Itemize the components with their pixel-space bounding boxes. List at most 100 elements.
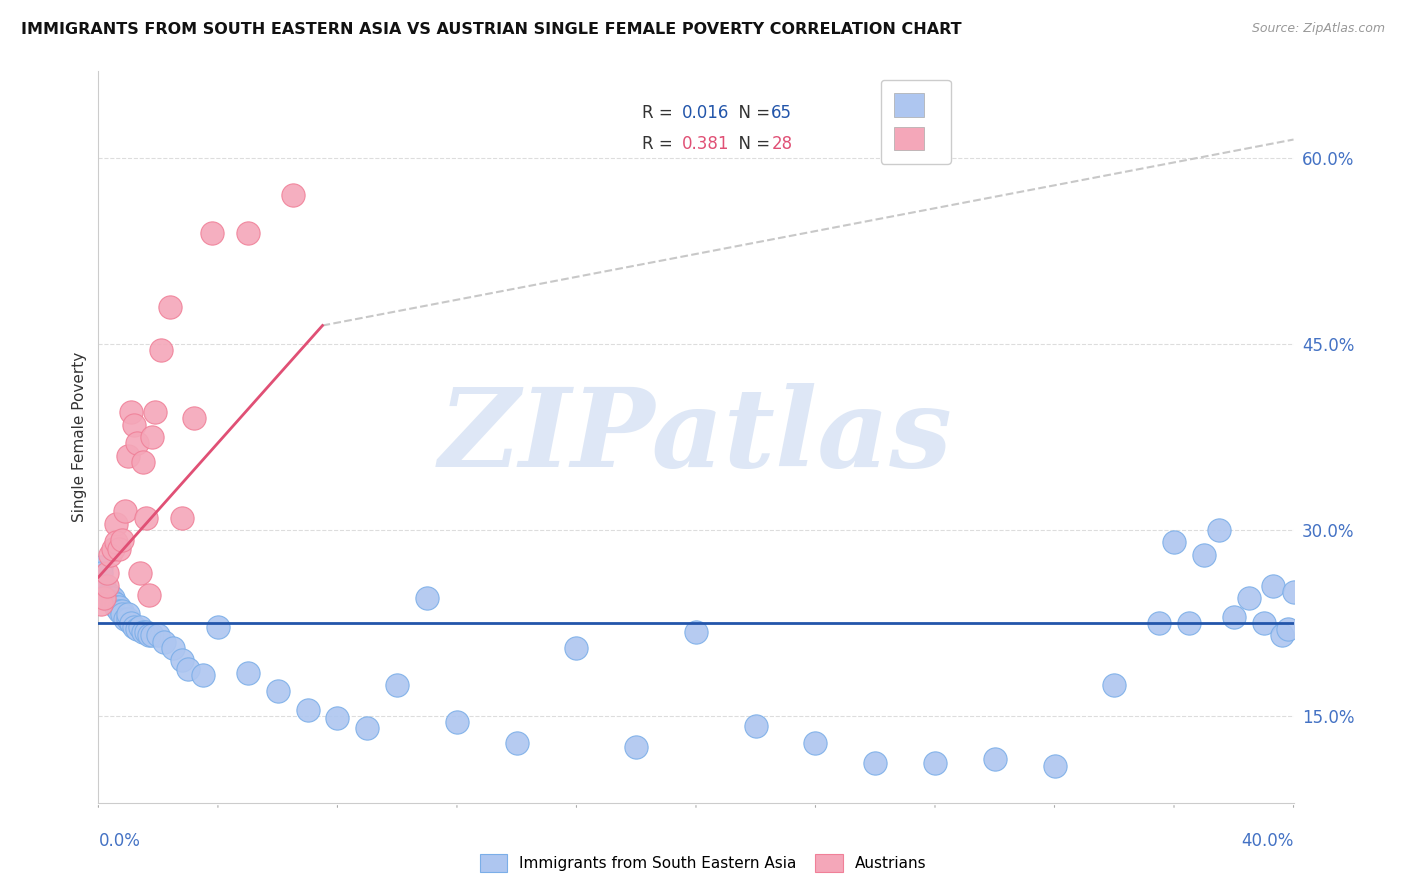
Point — [103, 541, 125, 556]
Point — [267, 684, 290, 698]
Point — [326, 711, 349, 725]
Point — [132, 455, 155, 469]
Legend: , : , — [880, 79, 950, 163]
Point — [105, 598, 128, 612]
Point — [117, 607, 139, 622]
Point — [565, 640, 588, 655]
Point — [416, 591, 439, 606]
Point — [1223, 610, 1246, 624]
Point — [90, 566, 112, 581]
Point — [93, 579, 115, 593]
Point — [626, 739, 648, 754]
Point — [98, 548, 122, 562]
Point — [1277, 622, 1299, 636]
Text: R =: R = — [643, 104, 678, 122]
Point — [984, 752, 1007, 766]
Point — [236, 226, 259, 240]
Point — [1208, 523, 1230, 537]
Text: 0.0%: 0.0% — [98, 832, 141, 850]
Point — [1104, 678, 1126, 692]
Y-axis label: Single Female Poverty: Single Female Poverty — [72, 352, 87, 522]
Point — [1192, 548, 1215, 562]
Point — [124, 417, 146, 432]
Point — [111, 533, 134, 547]
Point — [1261, 579, 1284, 593]
Point — [153, 634, 176, 648]
Point — [356, 722, 378, 736]
Point — [1147, 615, 1170, 630]
Point — [93, 591, 115, 606]
Point — [183, 411, 205, 425]
Point — [135, 624, 157, 639]
Point — [141, 628, 163, 642]
Point — [111, 607, 134, 622]
Point — [1043, 758, 1066, 772]
Point — [1237, 591, 1260, 606]
Point — [90, 560, 112, 574]
Point — [105, 535, 128, 549]
Point — [201, 226, 224, 240]
Point — [685, 624, 707, 639]
Point — [127, 622, 149, 636]
Point — [506, 736, 529, 750]
Point — [172, 510, 194, 524]
Point — [117, 449, 139, 463]
Point — [132, 624, 155, 639]
Point — [159, 300, 181, 314]
Point — [148, 628, 170, 642]
Point — [98, 591, 122, 606]
Point — [117, 612, 139, 626]
Text: Source: ZipAtlas.com: Source: ZipAtlas.com — [1251, 22, 1385, 36]
Point — [865, 756, 887, 771]
Point — [1178, 615, 1201, 630]
Point — [1282, 585, 1305, 599]
Point — [281, 188, 304, 202]
Point — [96, 579, 118, 593]
Text: 40.0%: 40.0% — [1241, 832, 1294, 850]
Text: 0.016: 0.016 — [682, 104, 728, 122]
Point — [129, 566, 152, 581]
Point — [191, 668, 214, 682]
Point — [108, 599, 131, 614]
Point — [93, 585, 115, 599]
Point — [120, 615, 142, 630]
Text: IMMIGRANTS FROM SOUTH EASTERN ASIA VS AUSTRIAN SINGLE FEMALE POVERTY CORRELATION: IMMIGRANTS FROM SOUTH EASTERN ASIA VS AU… — [21, 22, 962, 37]
Text: N =: N = — [728, 135, 776, 153]
Point — [103, 595, 125, 609]
Point — [207, 620, 229, 634]
Point — [1163, 535, 1185, 549]
Text: 65: 65 — [772, 104, 792, 122]
Point — [745, 719, 768, 733]
Point — [138, 628, 160, 642]
Point — [129, 620, 152, 634]
Text: ZIPatlas: ZIPatlas — [439, 384, 953, 491]
Point — [446, 715, 468, 730]
Point — [236, 665, 259, 680]
Point — [105, 516, 128, 531]
Point — [804, 736, 827, 750]
Point — [141, 430, 163, 444]
Point — [124, 620, 146, 634]
Point — [1271, 628, 1294, 642]
Point — [150, 343, 173, 358]
Point — [385, 678, 409, 692]
Point — [135, 510, 157, 524]
Point — [103, 591, 125, 606]
Point — [105, 599, 128, 614]
Point — [108, 541, 131, 556]
Text: R =: R = — [643, 135, 678, 153]
Point — [111, 604, 134, 618]
Text: 28: 28 — [772, 135, 793, 153]
Point — [114, 612, 136, 626]
Point — [114, 504, 136, 518]
Point — [177, 662, 200, 676]
Point — [138, 588, 160, 602]
Point — [172, 653, 194, 667]
Point — [143, 405, 166, 419]
Point — [1253, 615, 1275, 630]
Point — [90, 598, 112, 612]
Legend: Immigrants from South Eastern Asia, Austrians: Immigrants from South Eastern Asia, Aust… — [472, 846, 934, 880]
Text: N =: N = — [728, 104, 776, 122]
Point — [162, 640, 184, 655]
Point — [108, 604, 131, 618]
